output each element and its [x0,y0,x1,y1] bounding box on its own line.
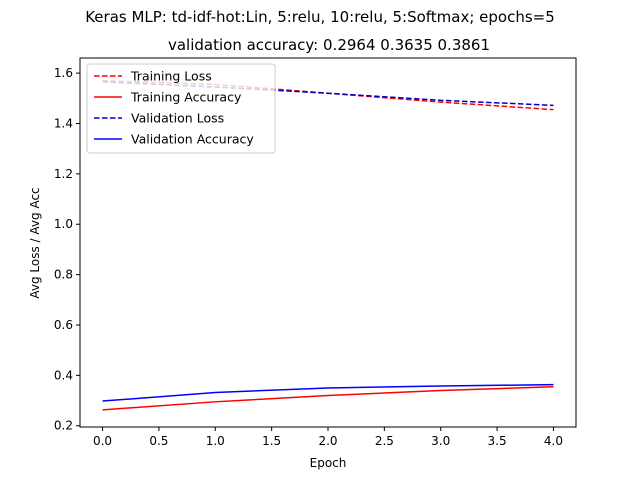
y-axis-ticks: 0.2 0.4 0.6 0.8 1.0 1.2 1.4 1.6 [54,66,80,433]
y-tick-label: 0.6 [54,318,73,332]
legend-label: Training Loss [130,69,212,84]
x-tick-label: 3.0 [431,434,450,448]
y-tick-label: 1.0 [54,217,73,231]
y-tick-label: 0.8 [54,268,73,282]
legend-box [86,63,276,154]
x-tick-label: 4.0 [544,434,563,448]
x-tick-label: 1.5 [262,434,281,448]
x-tick-label: 3.5 [488,434,507,448]
x-axis-ticks: 0.0 0.5 1.0 1.5 2.0 2.5 3.0 3.5 4.0 [93,427,563,448]
y-tick-label: 0.2 [54,419,73,433]
series-line-training-accuracy [102,385,554,411]
legend-label: Validation Accuracy [131,132,254,147]
x-tick-label: 0.5 [149,434,168,448]
legend-label: Training Accuracy [130,90,242,105]
x-tick-label: 1.0 [206,434,225,448]
x-tick-label: 0.0 [93,434,112,448]
x-tick-label: 2.5 [375,434,394,448]
y-tick-label: 1.6 [54,66,73,80]
legend-label: Validation Loss [131,111,224,126]
chart-title-line1: Keras MLP: td-idf-hot:Lin, 5:relu, 10:re… [85,8,555,26]
legend: Training Loss Training Accuracy Validation… [86,63,276,154]
series-line-validation-accuracy [102,383,554,402]
y-tick-label: 1.4 [54,116,73,130]
x-axis-label: Epoch [310,456,347,470]
y-axis-label: Avg Loss / Avg Acc [28,187,42,298]
y-tick-label: 1.2 [54,167,73,181]
y-tick-label: 0.4 [54,368,73,382]
x-tick-label: 2.0 [318,434,337,448]
chart-title-line2: validation accuracy: 0.2964 0.3635 0.386… [168,36,490,54]
